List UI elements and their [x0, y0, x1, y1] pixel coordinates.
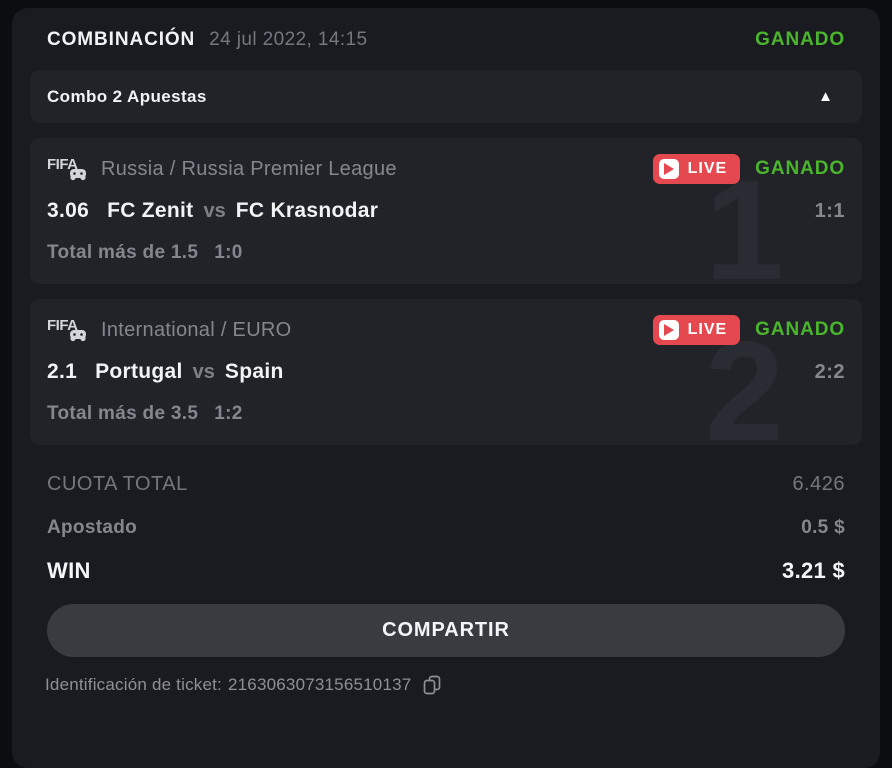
svg-text:FIFA: FIFA: [47, 156, 78, 173]
stake-value: 0.5 $: [801, 516, 845, 538]
bet-odds: 2.1: [47, 360, 78, 383]
share-button[interactable]: COMPARTIR: [47, 604, 845, 657]
ticket-status-badge: GANADO: [755, 29, 845, 50]
home-team: Portugal: [95, 360, 183, 383]
ticket-id-value: 2163063073156510137: [227, 675, 412, 694]
collapse-arrow-icon[interactable]: ▲: [818, 88, 833, 105]
market-name: Total más de 3.5: [47, 403, 199, 424]
win-row: WIN 3.21 $: [47, 549, 845, 592]
ticket-id-label: Identificación de ticket:: [45, 675, 222, 694]
live-badge: LIVE: [652, 154, 741, 184]
bet-card-2: 2 FIFA International / EURO LIVE GANADO: [30, 299, 862, 445]
home-team: FC Zenit: [107, 199, 194, 222]
vs-label: vs: [192, 360, 215, 383]
bet-card-1: 1 FIFA Russia / Russia Premier League LI…: [30, 138, 862, 284]
live-label: LIVE: [687, 321, 728, 338]
play-icon: [658, 159, 679, 179]
away-team: FC Krasnodar: [235, 199, 379, 222]
league-name: International / EURO: [101, 318, 292, 341]
ticket-datetime: 24 jul 2022, 14:15: [209, 29, 368, 50]
fifa-esports-icon: FIFA: [47, 317, 86, 342]
live-label: LIVE: [687, 160, 728, 177]
fifa-esports-icon: FIFA: [47, 156, 86, 181]
bet-status-badge: GANADO: [755, 158, 845, 179]
bet-market-row: Total más de 3.5 1:2: [47, 403, 845, 425]
stake-row: Apostado 0.5 $: [47, 506, 845, 549]
total-odds-row: CUOTA TOTAL 6.426: [47, 463, 845, 506]
bet-ticket-panel: COMBINACIÓN 24 jul 2022, 14:15 GANADO Co…: [12, 8, 880, 768]
market-name: Total más de 1.5: [47, 242, 199, 263]
svg-text:FIFA: FIFA: [47, 317, 78, 334]
bet-match-row: 2.1 Portugal vs Spain 2:2: [47, 360, 845, 384]
bet-top-row: FIFA International / EURO LIVE GANADO: [47, 315, 845, 345]
league-name: Russia / Russia Premier League: [101, 157, 397, 180]
ticket-type-title: COMBINACIÓN: [47, 29, 196, 50]
stake-label: Apostado: [47, 516, 138, 538]
bet-odds: 3.06: [47, 199, 90, 222]
match-score: 2:2: [814, 360, 845, 383]
market-score: 1:2: [214, 403, 243, 424]
vs-label: vs: [203, 199, 226, 222]
combo-label: Combo 2 Apuestas: [47, 86, 207, 106]
win-label: WIN: [47, 557, 91, 583]
play-icon: [658, 320, 679, 340]
market-score: 1:0: [214, 242, 243, 263]
ticket-summary: CUOTA TOTAL 6.426 Apostado 0.5 $ WIN 3.2…: [47, 463, 845, 592]
ticket-footer: Identificación de ticket: 21630630731565…: [45, 674, 845, 696]
bet-market-row: Total más de 1.5 1:0: [47, 242, 845, 264]
bet-match-row: 3.06 FC Zenit vs FC Krasnodar 1:1: [47, 199, 845, 223]
live-badge: LIVE: [652, 315, 741, 345]
total-odds-label: CUOTA TOTAL: [47, 473, 188, 495]
copy-icon[interactable]: [421, 674, 443, 696]
combo-collapse-row[interactable]: Combo 2 Apuestas ▲: [30, 70, 862, 123]
match-score: 1:1: [814, 199, 845, 222]
ticket-header: COMBINACIÓN 24 jul 2022, 14:15 GANADO: [47, 18, 845, 62]
bet-top-row: FIFA Russia / Russia Premier League LIVE…: [47, 154, 845, 184]
away-team: Spain: [224, 360, 284, 383]
total-odds-value: 6.426: [792, 473, 845, 495]
bet-status-badge: GANADO: [755, 319, 845, 340]
win-value: 3.21 $: [782, 557, 845, 583]
